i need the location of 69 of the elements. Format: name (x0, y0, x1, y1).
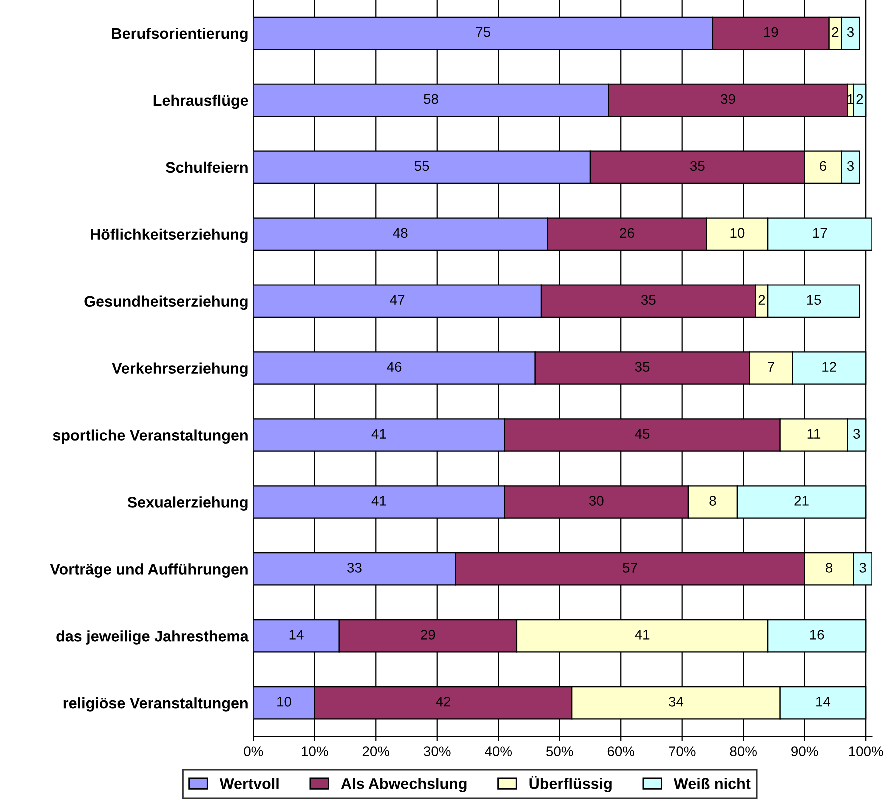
data-label: 8 (826, 563, 833, 573)
data-label: 75 (476, 28, 490, 38)
data-label: 34 (669, 696, 684, 707)
data-label: 8 (710, 496, 716, 506)
data-label: 2 (856, 94, 864, 104)
y-tick-label: Lehrausflüge (154, 94, 248, 110)
data-label: 7 (768, 362, 774, 372)
data-label: 12 (822, 362, 836, 372)
data-label: 3 (847, 27, 854, 38)
data-label: 55 (414, 161, 430, 172)
x-tick-label: 50% (546, 746, 574, 756)
x-tick-label: 100% (849, 746, 884, 756)
data-label: 26 (620, 228, 634, 238)
data-label: 3 (847, 161, 854, 172)
y-tick-label: Sexualerziehung (128, 496, 248, 511)
legend-label: Wertvoll (220, 778, 279, 790)
x-tick-label: 30% (424, 746, 451, 756)
y-tick-label: das jeweilige Jahresthema (56, 630, 249, 645)
data-label: 19 (764, 27, 778, 38)
data-label: 10 (730, 228, 745, 238)
legend-label: Weiß nicht (674, 778, 751, 790)
x-tick-label: 60% (608, 746, 635, 756)
y-tick-label: religiöse Veranstaltungen (64, 698, 248, 712)
data-label: 14 (816, 697, 831, 707)
data-label: 10 (278, 696, 292, 707)
x-tick-label: 70% (669, 746, 696, 756)
data-label: 41 (372, 429, 386, 439)
data-label: 2 (832, 27, 839, 38)
data-label: 29 (421, 630, 436, 640)
x-tick-label: 10% (302, 746, 328, 756)
data-label: 35 (690, 161, 705, 172)
data-label: 58 (424, 94, 438, 104)
legend-label: Als Abwechslung (341, 778, 467, 792)
data-label: 2 (758, 295, 766, 305)
legend-label: Überflüssig (530, 776, 612, 792)
x-tick-label: 20% (362, 746, 390, 756)
data-label: 35 (635, 362, 650, 372)
x-tick-label: 90% (792, 746, 818, 756)
data-label: 47 (390, 295, 405, 305)
data-label: 42 (436, 696, 451, 707)
y-tick-label: sportliche Veranstaltungen (53, 430, 248, 444)
data-label: 45 (635, 429, 650, 439)
y-tick-label: Schulfeiern (166, 162, 248, 174)
data-label: 21 (794, 496, 809, 506)
y-tick-label: Verkehrserziehung (112, 362, 248, 378)
data-label: 46 (387, 362, 402, 372)
data-label: 30 (589, 496, 604, 506)
data-label: 41 (372, 496, 386, 506)
x-tick-label: 0% (244, 746, 264, 756)
data-label: 16 (810, 630, 824, 640)
data-label: 14 (290, 630, 304, 640)
data-label: 15 (807, 295, 822, 306)
data-label: 48 (393, 228, 408, 238)
y-tick-label: Berufsorientierung (112, 28, 248, 42)
data-label: 33 (348, 563, 362, 573)
x-tick-label: 40% (485, 746, 512, 756)
data-label: 11 (808, 429, 821, 439)
data-label: 3 (854, 429, 860, 439)
y-tick-label: Vorträge und Aufführungen (50, 564, 248, 578)
y-tick-label: Höflichkeitserziehung (91, 228, 248, 244)
data-label: 3 (860, 563, 866, 573)
x-tick-label: 80% (730, 746, 757, 756)
data-label: 41 (635, 630, 650, 640)
data-label: 35 (641, 295, 656, 306)
y-tick-label: Gesundheitserziehung (84, 296, 248, 310)
data-label: 6 (820, 161, 826, 172)
data-label: 17 (813, 228, 828, 238)
data-label: 57 (623, 563, 638, 573)
data-label: 39 (721, 94, 736, 104)
